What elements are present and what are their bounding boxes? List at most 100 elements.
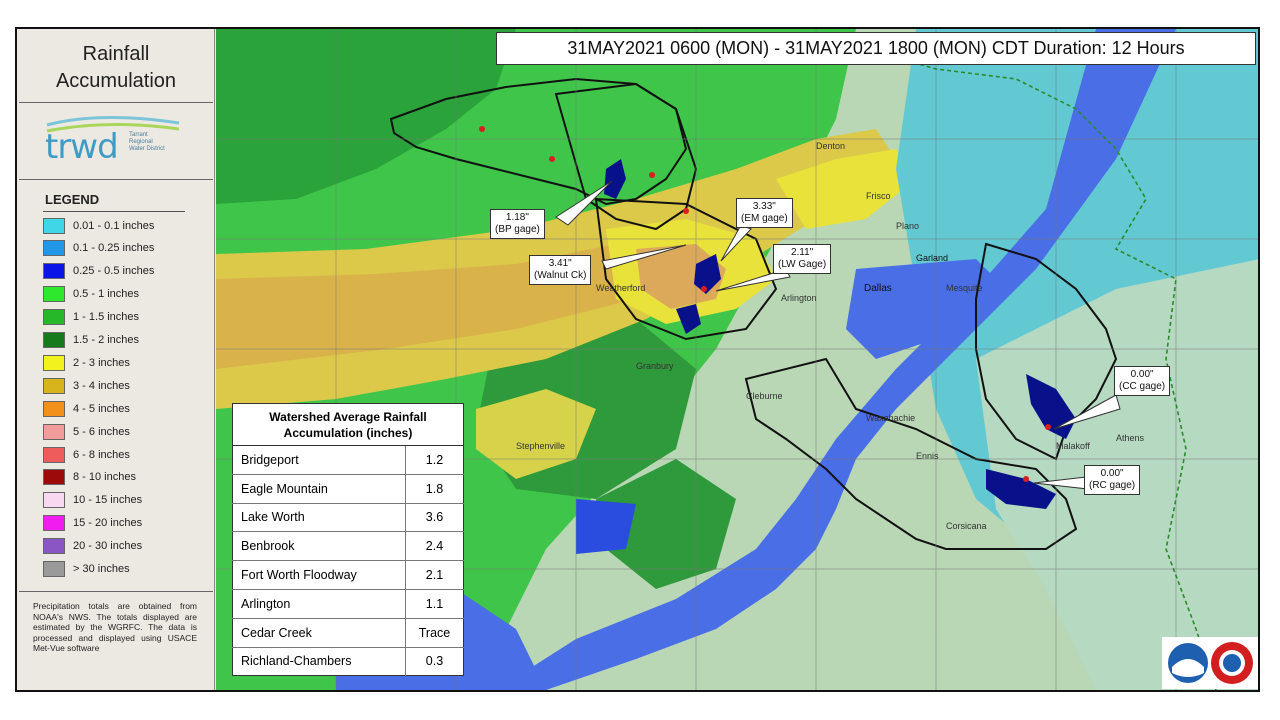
watershed-name: Benbrook xyxy=(232,531,406,561)
watershed-name: Lake Worth xyxy=(232,502,406,532)
gage-callout-cc[interactable]: 0.00" (CC gage) xyxy=(1114,366,1171,396)
legend-item: 4 - 5 inches xyxy=(43,400,130,417)
legend-label: 0.1 - 0.25 inches xyxy=(73,242,155,255)
table-row: Lake Worth 3.6 xyxy=(232,502,464,532)
legend-swatch xyxy=(43,423,65,440)
legend-item: 15 - 20 inches xyxy=(43,515,142,532)
gage-callout-em[interactable]: 3.33" (EM gage) xyxy=(736,198,793,228)
place-label-arlington: Arlington xyxy=(781,293,817,303)
legend-item: > 30 inches xyxy=(43,561,130,578)
watershed-value: 3.6 xyxy=(405,502,464,532)
legend-swatch xyxy=(43,515,65,532)
gage-name: (CC gage) xyxy=(1119,381,1166,392)
title-line-2: Accumulation xyxy=(55,70,177,92)
legend-label: 0.25 - 0.5 inches xyxy=(73,265,155,278)
legend-swatch xyxy=(43,469,65,486)
legend-swatch xyxy=(43,286,65,303)
legend-label: 6 - 8 inches xyxy=(73,448,130,461)
place-label-corsicana: Corsicana xyxy=(946,521,987,531)
watershed-name: Cedar Creek xyxy=(232,617,406,648)
table-row: Fort Worth Floodway 2.1 xyxy=(232,560,464,590)
legend-item: 0.01 - 0.1 inches xyxy=(43,217,154,234)
table-row: Arlington 1.1 xyxy=(232,588,464,619)
place-label-granbury: Granbury xyxy=(636,361,674,371)
legend-label: > 30 inches xyxy=(73,563,130,575)
legend-item: 2 - 3 inches xyxy=(43,354,130,371)
gage-value: 3.33" xyxy=(752,201,776,212)
legend-item: 3 - 4 inches xyxy=(43,377,130,394)
divider xyxy=(19,591,213,592)
noaa-nws-logos-icon xyxy=(1168,642,1253,684)
legend-label: 0.5 - 1 inches xyxy=(73,288,140,301)
place-label-dallas: Dallas xyxy=(864,283,892,294)
legend-swatch xyxy=(43,217,65,234)
place-label-garland: Garland xyxy=(916,253,948,263)
legend-swatch xyxy=(43,377,65,394)
watershed-name: Eagle Mountain xyxy=(232,473,406,504)
legend-item: 10 - 15 inches xyxy=(43,492,142,509)
place-label-weatherford: Weatherford xyxy=(596,283,645,293)
place-label-denton: Denton xyxy=(816,141,845,151)
watershed-name: Richland-Chambers xyxy=(232,646,406,676)
legend-swatch xyxy=(43,400,65,417)
gage-value: 0.00" xyxy=(1130,369,1154,380)
gage-callout-lw[interactable]: 2.11" (LW Gage) xyxy=(773,244,832,274)
table-row: Cedar Creek Trace xyxy=(232,617,464,648)
watershed-value: 0.3 xyxy=(405,646,464,676)
legend-item: 5 - 6 inches xyxy=(43,423,130,440)
legend-item: 1 - 1.5 inches xyxy=(43,309,139,326)
legend-item: 8 - 10 inches xyxy=(43,469,136,486)
watershed-name: Arlington xyxy=(232,588,406,619)
legend-label: 3 - 4 inches xyxy=(73,379,130,392)
watershed-value: 1.2 xyxy=(405,445,464,475)
legend-label: 1 - 1.5 inches xyxy=(73,311,140,324)
place-label-stephenville: Stephenville xyxy=(516,441,565,451)
watershed-average-table: Watershed Average Rainfall Accumulation … xyxy=(232,403,464,677)
legend-swatch xyxy=(43,492,65,509)
gage-name: (RC gage) xyxy=(1089,480,1136,491)
place-label-mesquite: Mesquite xyxy=(946,283,983,293)
legend-swatch xyxy=(43,538,65,555)
legend-item: 0.1 - 0.25 inches xyxy=(43,240,154,257)
place-label-ennis: Ennis xyxy=(916,451,939,461)
legend-swatch xyxy=(43,309,65,326)
watershed-name: Fort Worth Floodway xyxy=(232,560,406,590)
legend-swatch xyxy=(43,240,65,257)
divider xyxy=(19,102,213,103)
sidebar-title: Rainfall Accumulation xyxy=(17,41,215,95)
place-label-athens: Athens xyxy=(1116,433,1145,443)
gage-callout-rc[interactable]: 0.00" (RC gage) xyxy=(1084,465,1141,495)
table-row: Eagle Mountain 1.8 xyxy=(232,473,464,504)
legend-item: 1.5 - 2 inches xyxy=(43,332,139,349)
legend-swatch xyxy=(43,561,65,577)
legend-swatch xyxy=(43,332,65,348)
gage-value: 2.11" xyxy=(790,247,814,258)
table-row: Richland-Chambers 0.3 xyxy=(232,646,464,676)
legend-label: 10 - 15 inches xyxy=(73,494,143,507)
legend-swatch xyxy=(43,354,65,371)
place-label-cleburne: Cleburne xyxy=(746,391,783,401)
agency-logos xyxy=(1162,637,1258,689)
watershed-value: 1.8 xyxy=(405,473,464,504)
gage-name: (LW Gage) xyxy=(778,259,827,270)
legend-label: 0.01 - 0.1 inches xyxy=(73,219,155,232)
watershed-value: 1.1 xyxy=(405,588,464,619)
divider xyxy=(19,179,213,180)
watershed-value: 2.1 xyxy=(405,560,464,590)
date-range-banner: 31MAY2021 0600 (MON) - 31MAY2021 1800 (M… xyxy=(496,32,1256,65)
gage-callout-walnut-creek[interactable]: 3.41" (Walnut Ck) xyxy=(529,255,592,285)
gage-callout-bp[interactable]: 1.18" (BP gage) xyxy=(490,209,545,239)
legend-item: 6 - 8 inches xyxy=(43,446,130,463)
legend-label: 8 - 10 inches xyxy=(73,471,136,484)
rainfall-map[interactable]: Dallas Garland Plano Frisco Mesquite Arl… xyxy=(216,29,1258,690)
legend-label: 20 - 30 inches xyxy=(73,540,143,553)
sidebar: Rainfall Accumulation trwd Tarrant Regio… xyxy=(17,29,215,690)
legend-label: 4 - 5 inches xyxy=(73,402,130,415)
legend-underline xyxy=(43,211,185,212)
legend-label: 1.5 - 2 inches xyxy=(73,334,140,346)
gage-name: (Walnut Ck) xyxy=(534,270,587,281)
watershed-value: 2.4 xyxy=(405,531,464,561)
legend-item: 20 - 30 inches xyxy=(43,538,142,555)
table-row: Bridgeport 1.2 xyxy=(232,445,464,475)
legend-swatch xyxy=(43,263,65,280)
